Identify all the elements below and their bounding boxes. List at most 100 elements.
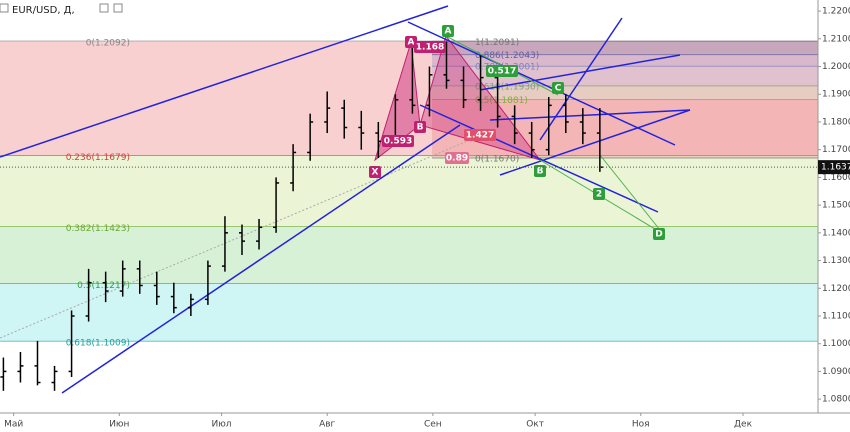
y-tick-label: 1.1600 (822, 173, 850, 183)
label-box (653, 228, 665, 240)
icon[interactable] (0, 3, 9, 13)
ohlc-bar (153, 271, 160, 305)
ohlc-bar (324, 91, 331, 134)
channel-line (0, 5, 449, 158)
ohlc-bar (562, 94, 569, 134)
y-tick-label: 1.1500 (822, 201, 850, 211)
ohlc-bar (545, 97, 552, 156)
y-tick-label: 1.1700 (822, 145, 850, 155)
point-label: D (655, 230, 662, 240)
ohlc-bar (307, 113, 314, 161)
ohlc-bar (511, 105, 518, 145)
y-tick-label: 1.0900 (822, 367, 850, 377)
y-tick-label: 1.1100 (822, 311, 850, 321)
fib-label: 0.236(1.1679) (66, 153, 130, 163)
ohlc-bar (477, 55, 484, 111)
fib-band (432, 85, 818, 100)
x-tick-label: Сен (424, 420, 442, 430)
y-tick-label: 1.0800 (822, 395, 850, 405)
fib-label: 0.5(1.1881) (475, 96, 528, 106)
x-tick-label: Июл (212, 420, 232, 430)
ratio-label: 0.593 (384, 137, 412, 147)
fib-band (432, 54, 818, 67)
channel-line (61, 124, 461, 394)
x-tick-label: Май (4, 420, 23, 430)
x-tick-label: Ноя (632, 420, 650, 430)
channel-line (407, 21, 676, 146)
fib-band (0, 283, 818, 342)
x-tick-label: Авг (319, 420, 335, 430)
icon[interactable] (99, 3, 109, 13)
fib-band (0, 226, 818, 284)
ohlc-bar (102, 271, 109, 303)
last-price-label: 1.1637 (821, 163, 850, 173)
ratio-label: 0.517 (488, 67, 516, 77)
fib-label: 0.886(1.2043) (475, 51, 539, 61)
x-tick-label: Окт (526, 420, 544, 430)
label-box (445, 152, 469, 164)
channel-line (489, 109, 691, 121)
fib-band (0, 155, 818, 227)
fib-label: 0(1.2092) (86, 39, 130, 49)
fib-band (432, 99, 818, 158)
point-label: B (537, 167, 544, 177)
ohlc-bar (85, 268, 92, 322)
ohlc-bar (460, 66, 467, 109)
ohlc-bar (256, 218, 263, 250)
ohlc-bar (119, 260, 126, 297)
ohlc-bar (187, 293, 194, 316)
point-label: B (417, 123, 424, 133)
point-label: A (408, 38, 415, 48)
ohlc-bar (409, 47, 416, 114)
ohlc-bar (136, 260, 143, 294)
point-label: C (555, 84, 562, 94)
price-bars (0, 41, 603, 391)
fib-label: 0.618(1.1930) (475, 82, 539, 92)
trend-dotted (0, 139, 471, 339)
ohlc-bar (17, 352, 24, 383)
ratio-label: 0.89 (446, 154, 468, 164)
ohlc-bar (221, 216, 228, 272)
label-box (552, 82, 564, 94)
y-tick-label: 1.1200 (822, 284, 850, 294)
label-box (382, 135, 414, 147)
fib-band (432, 41, 818, 55)
symbol-title: EUR/USD, Д, (12, 5, 75, 16)
x-tick-label: Июн (109, 420, 129, 430)
ohlc-bar (273, 177, 280, 233)
ohlc-bar (443, 41, 450, 89)
y-tick-label: 1.2200 (822, 7, 850, 17)
channel-line (479, 54, 681, 91)
ohlc-bar (528, 121, 535, 158)
ohlc-bar (51, 365, 58, 391)
ohlc-bar (170, 282, 177, 314)
channel-line (419, 104, 659, 213)
ohlc-bar (290, 144, 297, 192)
last-price-box (818, 160, 850, 175)
channel-line (499, 109, 691, 176)
price-axis-bg (818, 0, 850, 413)
fib-label: 0.5(1.1217) (77, 281, 130, 291)
channel-line (539, 17, 623, 141)
point-label: A (445, 27, 452, 37)
ohlc-bar (426, 66, 433, 117)
ohlc-bar (358, 110, 365, 150)
label-box (442, 25, 454, 37)
icon[interactable] (113, 3, 123, 13)
ohlc-bar (341, 99, 348, 139)
channel-lines (0, 5, 691, 394)
ohlc-bar (68, 310, 75, 377)
ohlc-bar (375, 121, 382, 158)
fib-label: 0.618(1.1009) (66, 339, 130, 349)
fib-label: 0.382(1.1423) (66, 224, 130, 234)
ratio-label: 1.168 (416, 43, 444, 53)
pattern-labels: A B X A B C D 2 1.168 0.593 0.517 1.427 … (369, 25, 665, 240)
label-box (414, 41, 446, 53)
ohlc-bar (494, 69, 501, 128)
label-box (369, 166, 381, 178)
ohlc-bar (34, 340, 41, 386)
y-tick-label: 1.2000 (822, 62, 850, 72)
ohlc-bar (238, 224, 245, 256)
ohlc-bar (579, 108, 586, 145)
